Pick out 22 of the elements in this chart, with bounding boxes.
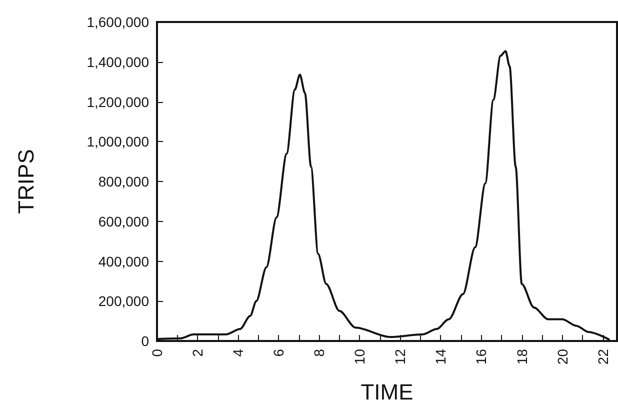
y-tick-label: 1,000,000	[86, 134, 150, 150]
x-tick-label: 16	[473, 348, 490, 365]
y-tick-label: 1,600,000	[86, 14, 150, 30]
x-tick-label: 20	[554, 348, 570, 365]
y-tick-label: 600,000	[98, 213, 150, 230]
y-tick-label: 800,000	[98, 174, 150, 190]
y-tick-label: 200,000	[98, 293, 150, 310]
x-tick-label: 18	[514, 348, 530, 365]
x-tick-label: 6	[270, 348, 287, 357]
x-tick-label: 8	[311, 348, 328, 357]
x-tick-label: 12	[392, 348, 408, 365]
x-tick-label: 22	[594, 348, 611, 365]
x-axis-title: TIME	[360, 380, 414, 404]
y-tick-label: 1,200,000	[86, 94, 150, 110]
x-tick-label: 0	[149, 348, 165, 357]
y-tick-label: 1,400,000	[86, 54, 150, 70]
y-axis-title: TRIPS	[14, 149, 38, 214]
x-tick-label: 10	[352, 348, 368, 365]
y-tick-label: 400,000	[98, 253, 150, 270]
x-tick-label: 2	[190, 348, 206, 357]
x-tick-label: 4	[230, 348, 246, 357]
x-tick-label: 14	[432, 348, 449, 365]
